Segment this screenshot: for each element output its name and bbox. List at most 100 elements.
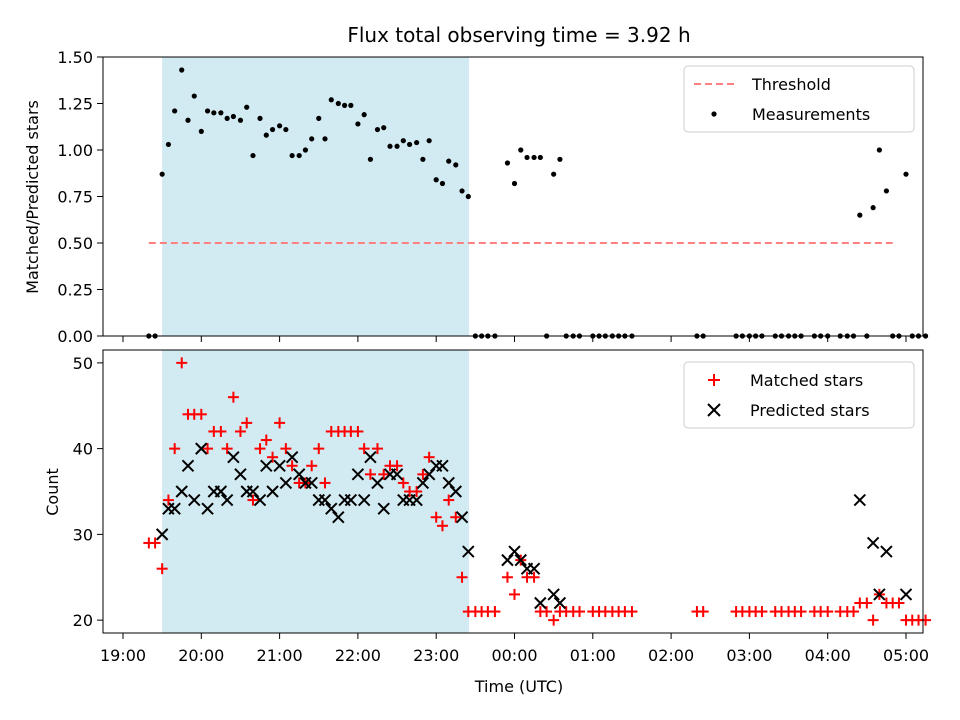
predicted-star-point <box>253 493 267 507</box>
matched-star-point <box>202 443 214 455</box>
measurement-point <box>857 212 863 218</box>
predicted-star-point <box>325 502 338 515</box>
measurement-point <box>269 126 276 133</box>
legend-measurements-swatch <box>711 111 717 117</box>
measurement-point <box>289 152 295 159</box>
matched-star-point <box>528 571 540 583</box>
measurement-point <box>557 156 563 162</box>
matched-star-point <box>378 468 390 480</box>
predicted-star-point <box>462 545 475 558</box>
x-tick-label: 02:00 <box>648 646 694 665</box>
matched-star-point <box>195 408 207 420</box>
measurement-point <box>322 136 328 142</box>
predicted-star-point <box>220 493 234 507</box>
matched-star-point <box>867 614 879 626</box>
measurement-point <box>211 110 217 116</box>
predicted-star-point <box>553 596 567 610</box>
measurement-point <box>420 156 426 162</box>
predicted-star-point <box>279 476 293 490</box>
predicted-star-point <box>514 553 527 567</box>
x-tick-label: 22:00 <box>335 646 381 665</box>
bottom-shaded-span <box>162 350 470 633</box>
matched-star-point <box>397 477 409 489</box>
measurement-point <box>400 138 406 144</box>
measurement-point <box>218 110 224 116</box>
predicted-star-point <box>273 459 286 472</box>
bottom-y-tick-label: 50 <box>73 354 93 373</box>
legend-predicted-swatch <box>707 403 721 417</box>
predicted-star-point <box>377 502 390 515</box>
matched-star-point <box>234 425 246 437</box>
measurement-point <box>224 115 230 121</box>
top-shaded-span <box>162 57 470 336</box>
measurement-point <box>551 171 557 177</box>
matched-star-point <box>501 571 513 583</box>
predicted-star-point <box>449 485 462 498</box>
matched-star-point <box>411 486 423 497</box>
x-tick-label: 04:00 <box>805 646 851 665</box>
matched-star-point <box>306 460 318 472</box>
measurement-point <box>367 156 374 162</box>
predicted-star-point <box>168 502 181 515</box>
bottom-y-axis-label: Count <box>43 468 62 516</box>
predicted-star-point <box>285 450 299 464</box>
measurement-point <box>230 113 237 120</box>
matched-star-point <box>391 460 403 472</box>
top-y-tick-label: 1.25 <box>57 95 93 114</box>
measurement-point <box>883 188 890 194</box>
measurement-point <box>204 108 211 114</box>
predicted-star-point <box>201 502 214 515</box>
predicted-star-point <box>175 485 188 498</box>
legend-matched-label: Matched stars <box>750 371 863 390</box>
measurement-point <box>414 139 420 146</box>
predicted-star-point <box>410 493 423 507</box>
matched-star-point <box>247 494 259 506</box>
top-y-tick-label: 0.50 <box>57 234 93 253</box>
measurement-point <box>381 125 387 131</box>
matched-star-point <box>756 606 768 618</box>
measurement-point <box>870 205 876 211</box>
measurement-point <box>263 132 269 138</box>
matched-star-point <box>456 571 468 583</box>
predicted-star-point <box>866 536 880 550</box>
predicted-star-point <box>318 493 332 507</box>
matched-star-point <box>358 443 370 455</box>
measurement-point <box>355 121 361 127</box>
predicted-star-point <box>436 459 449 472</box>
bottom-legend: Matched stars Predicted stars <box>683 361 915 429</box>
matched-star-point <box>267 451 279 463</box>
measurement-point <box>361 112 367 118</box>
matched-star-point <box>423 451 435 463</box>
matched-star-point <box>364 468 376 480</box>
predicted-star-point <box>508 545 521 558</box>
x-tick-label: 00:00 <box>491 646 537 665</box>
measurement-point <box>179 67 185 73</box>
legend-matched-swatch <box>708 374 720 386</box>
matched-star-point <box>274 417 286 429</box>
matched-star-point <box>489 606 501 618</box>
measurement-point <box>328 97 334 103</box>
predicted-star-point <box>246 485 260 498</box>
measurement-point <box>159 171 165 177</box>
top-legend: Threshold Measurements <box>683 65 915 133</box>
predicted-star-point <box>214 485 228 498</box>
predicted-star-point <box>899 588 913 601</box>
matched-star-point <box>215 425 227 437</box>
bottom-plot-frame <box>102 349 924 634</box>
legend-measurements-label: Measurements <box>752 105 870 124</box>
matched-star-point <box>417 468 429 480</box>
measurement-point <box>341 102 348 108</box>
chart-title: Flux total observing time = 3.92 h <box>347 23 690 47</box>
matched-star-point <box>541 606 553 618</box>
x-tick-label: 20:00 <box>178 646 224 665</box>
matched-star-point <box>280 443 292 455</box>
x-tick-label: 19:00 <box>100 646 146 665</box>
measurement-point <box>426 138 432 144</box>
matched-star-point <box>286 460 298 472</box>
matched-star-point <box>371 443 383 455</box>
bottom-y-tick-label: 30 <box>73 525 93 544</box>
predicted-star-point <box>371 476 384 490</box>
matched-star-point <box>697 606 709 618</box>
matched-star-point <box>162 494 174 506</box>
matched-star-point <box>893 597 905 609</box>
